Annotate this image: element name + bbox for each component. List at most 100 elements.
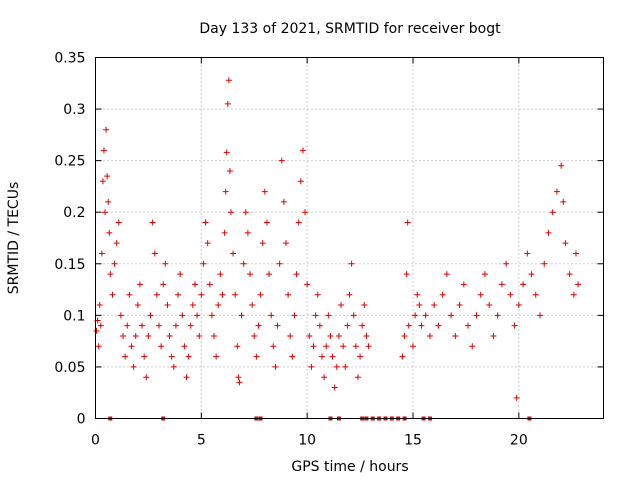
data-point [168, 353, 175, 360]
data-point [560, 198, 567, 205]
data-point [97, 322, 104, 329]
data-point [403, 271, 410, 278]
data-point [558, 162, 565, 169]
data-point [285, 291, 292, 298]
data-point [329, 353, 336, 360]
x-axis-label: GPS time / hours [291, 459, 408, 475]
data-point [227, 209, 234, 216]
data-point [96, 302, 103, 309]
data-point [211, 332, 218, 339]
data-point [219, 291, 226, 298]
data-point [520, 281, 527, 288]
data-point [562, 240, 569, 247]
data-point [149, 219, 156, 226]
y-tick-label: 0 [77, 412, 86, 428]
data-point [270, 343, 277, 350]
plot-frame [95, 57, 604, 419]
data-point [553, 188, 560, 195]
data-point [357, 353, 364, 360]
data-point [147, 312, 154, 319]
data-point [346, 291, 353, 298]
data-point [206, 281, 213, 288]
data-point [342, 363, 349, 370]
data-point [204, 240, 211, 247]
data-point [304, 281, 311, 288]
data-point [443, 271, 450, 278]
data-point [537, 312, 543, 319]
data-point [196, 332, 203, 339]
data-point [435, 322, 442, 329]
data-point [494, 312, 501, 319]
data-point [223, 149, 230, 156]
x-tick-label: 0 [91, 433, 100, 449]
y-axis-ticks: 0 0.05 0.1 0.15 0.2 0.25 0.3 0.35 [54, 51, 604, 428]
data-point [225, 77, 232, 84]
data-point [363, 332, 370, 339]
data-point [515, 302, 522, 309]
data-point [348, 260, 355, 267]
data-point [106, 229, 113, 236]
data-point [570, 291, 577, 298]
data-point [249, 302, 256, 309]
data-point [189, 302, 196, 309]
data-point [213, 353, 220, 360]
data-point [224, 100, 231, 107]
data-point [263, 219, 270, 226]
data-point [162, 260, 169, 267]
x-tick-label: 15 [404, 433, 422, 449]
data-point [107, 271, 114, 278]
data-point [456, 302, 463, 309]
data-point [323, 343, 330, 350]
data-point [418, 322, 425, 329]
data-point [575, 281, 582, 288]
data-point [289, 353, 296, 360]
data-point [183, 374, 190, 381]
data-point [128, 343, 135, 350]
data-point [350, 312, 357, 319]
data-point [95, 343, 102, 350]
data-point [401, 332, 408, 339]
data-point [426, 332, 433, 339]
y-axis-label: SRMTID / TECUs [6, 182, 22, 295]
data-point [200, 260, 207, 267]
data-point [325, 312, 332, 319]
data-point [414, 291, 421, 298]
data-point [266, 271, 273, 278]
x-tick-label: 20 [510, 433, 528, 449]
data-point [158, 343, 165, 350]
data-point [105, 198, 112, 205]
y-tick-label: 0.15 [54, 257, 85, 273]
data-point [255, 322, 262, 329]
data-point [344, 322, 351, 329]
data-point [259, 240, 266, 247]
data-point [280, 198, 287, 205]
data-point [222, 188, 229, 195]
y-tick-label: 0.1 [63, 308, 85, 324]
chart-title: Day 133 of 2021, SRMTID for receiver bog… [199, 21, 501, 37]
data-point [104, 173, 111, 180]
data-point [312, 312, 319, 319]
data-point [338, 302, 345, 309]
data-point [145, 332, 152, 339]
grid [95, 57, 604, 419]
data-point [308, 363, 315, 370]
data-point [549, 209, 556, 216]
data-point [102, 209, 109, 216]
data-point [99, 178, 106, 185]
data-point [532, 291, 539, 298]
data-point [191, 281, 198, 288]
data-point [507, 291, 514, 298]
data-point [261, 188, 268, 195]
data-point [318, 353, 325, 360]
data-point [272, 363, 279, 370]
data-point [416, 302, 423, 309]
data-point [151, 250, 158, 257]
data-point [361, 302, 368, 309]
data-point [226, 167, 233, 174]
data-point [448, 312, 455, 319]
data-point [202, 219, 209, 226]
data-point [439, 291, 446, 298]
data-point [240, 260, 247, 267]
data-point [340, 343, 347, 350]
data-point [490, 332, 497, 339]
